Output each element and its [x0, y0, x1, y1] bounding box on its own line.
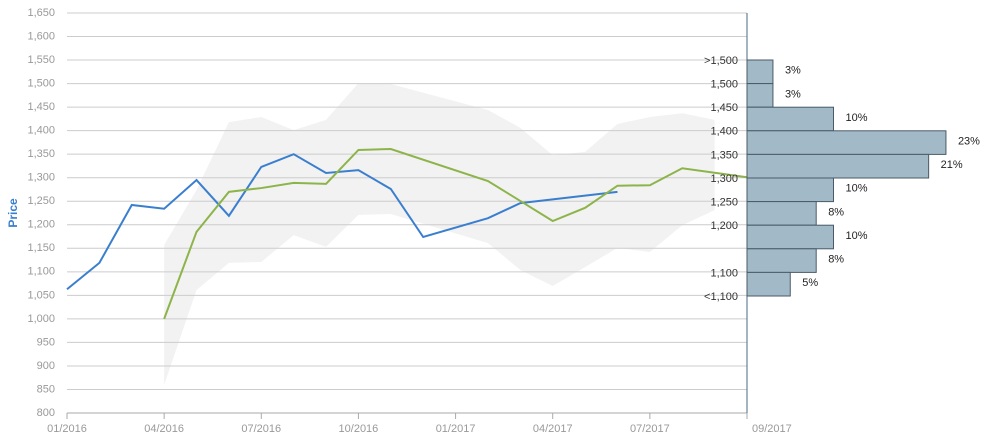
y-tick-label: 1,450	[27, 101, 55, 113]
x-tick-label: 04/2017	[533, 423, 573, 435]
histogram-bar	[746, 224, 834, 250]
bar-label: 23%	[958, 136, 980, 148]
histogram-bar	[746, 106, 834, 132]
line-series	[163, 147, 748, 320]
y-tick-label: 1,300	[27, 172, 55, 184]
bin-label: 1,200	[710, 220, 738, 232]
y-tick-label: 1,150	[27, 242, 55, 254]
line-series	[66, 153, 618, 291]
histogram-bar	[746, 59, 774, 85]
x-tick-label: 09/2017	[752, 423, 792, 435]
y-tick-label: 1,000	[27, 313, 55, 325]
bin-label: >1,500	[704, 55, 738, 67]
x-tick-label: 07/2016	[241, 423, 281, 435]
x-tick-label: 01/2017	[436, 423, 476, 435]
x-tick-label: 01/2016	[47, 423, 87, 435]
y-tick-label: 1,200	[27, 219, 55, 231]
y-tick-label: 1,050	[27, 289, 55, 301]
x-tick-label: 10/2016	[339, 423, 379, 435]
bin-label: 1,400	[710, 126, 738, 138]
y-tick-label: 1,250	[27, 195, 55, 207]
y-tick-label: 1,400	[27, 125, 55, 137]
bar-label: 3%	[785, 65, 801, 77]
y-tick-label: 800	[37, 407, 55, 419]
y-tick-label: 1,350	[27, 148, 55, 160]
histogram-bar	[746, 83, 774, 108]
bin-label: <1,100	[704, 291, 738, 303]
bar-label: 10%	[846, 183, 868, 195]
bin-label: 1,450	[710, 102, 738, 114]
y-tick-label: 1,650	[27, 7, 55, 19]
histogram-bar	[746, 201, 817, 226]
y-tick-label: 850	[37, 383, 55, 395]
bar-label: 21%	[941, 159, 963, 171]
histogram-bar	[746, 177, 834, 203]
bin-label: 1,300	[710, 173, 738, 185]
histogram-bar	[746, 130, 947, 155]
bar-label: 8%	[828, 206, 844, 218]
y-axis-title: Price	[6, 198, 20, 228]
bar-label: 10%	[846, 230, 868, 242]
bin-label: 1,500	[710, 79, 738, 91]
y-tick-label: 900	[37, 360, 55, 372]
bin-label: 1,100	[710, 267, 738, 279]
histogram-bar	[746, 248, 817, 273]
y-tick-label: 1,500	[27, 77, 55, 89]
forecast-band	[164, 83, 715, 385]
y-tick-label: 1,600	[27, 30, 55, 42]
histogram-bar	[746, 271, 791, 297]
bar-label: 3%	[785, 88, 801, 100]
bar-label: 10%	[846, 112, 868, 124]
bin-label: 1,250	[710, 197, 738, 209]
bar-label: 5%	[802, 277, 818, 289]
y-tick-label: 1,550	[27, 54, 55, 66]
bar-label: 8%	[828, 254, 844, 266]
histogram-bar	[746, 153, 930, 179]
x-tick-label: 04/2016	[144, 423, 184, 435]
bin-label: 1,350	[710, 149, 738, 161]
y-tick-label: 1,100	[27, 266, 55, 278]
x-tick-label: 07/2017	[630, 423, 670, 435]
y-tick-label: 950	[37, 336, 55, 348]
